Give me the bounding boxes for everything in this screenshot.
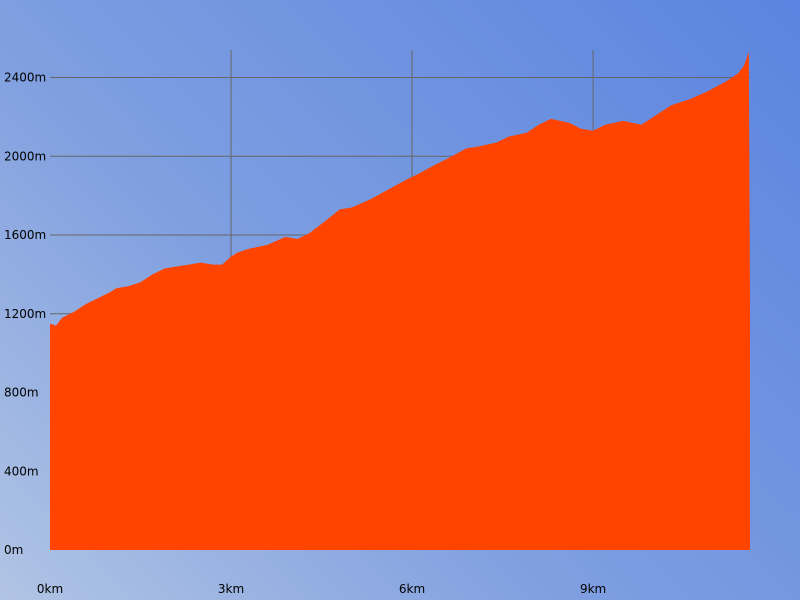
y-tick-label: 1200m bbox=[4, 307, 46, 321]
y-tick-label: 400m bbox=[4, 464, 39, 478]
y-tick-label: 2400m bbox=[4, 71, 46, 85]
series-area-layer bbox=[50, 52, 750, 550]
y-tick-label: 0m bbox=[4, 543, 23, 557]
x-tick-label: 3km bbox=[218, 582, 244, 596]
x-tick-label: 9km bbox=[580, 582, 606, 596]
x-axis: 0km 3km 6km 9km bbox=[37, 582, 606, 596]
y-tick-label: 1600m bbox=[4, 228, 46, 242]
x-tick-label: 0km bbox=[37, 582, 63, 596]
y-axis: 0m 400m 800m 1200m 1600m 2000m 2400m bbox=[4, 71, 46, 557]
elevation-area bbox=[50, 52, 750, 550]
y-tick-label: 2000m bbox=[4, 149, 46, 163]
x-tick-label: 6km bbox=[399, 582, 425, 596]
y-tick-label: 800m bbox=[4, 386, 39, 400]
